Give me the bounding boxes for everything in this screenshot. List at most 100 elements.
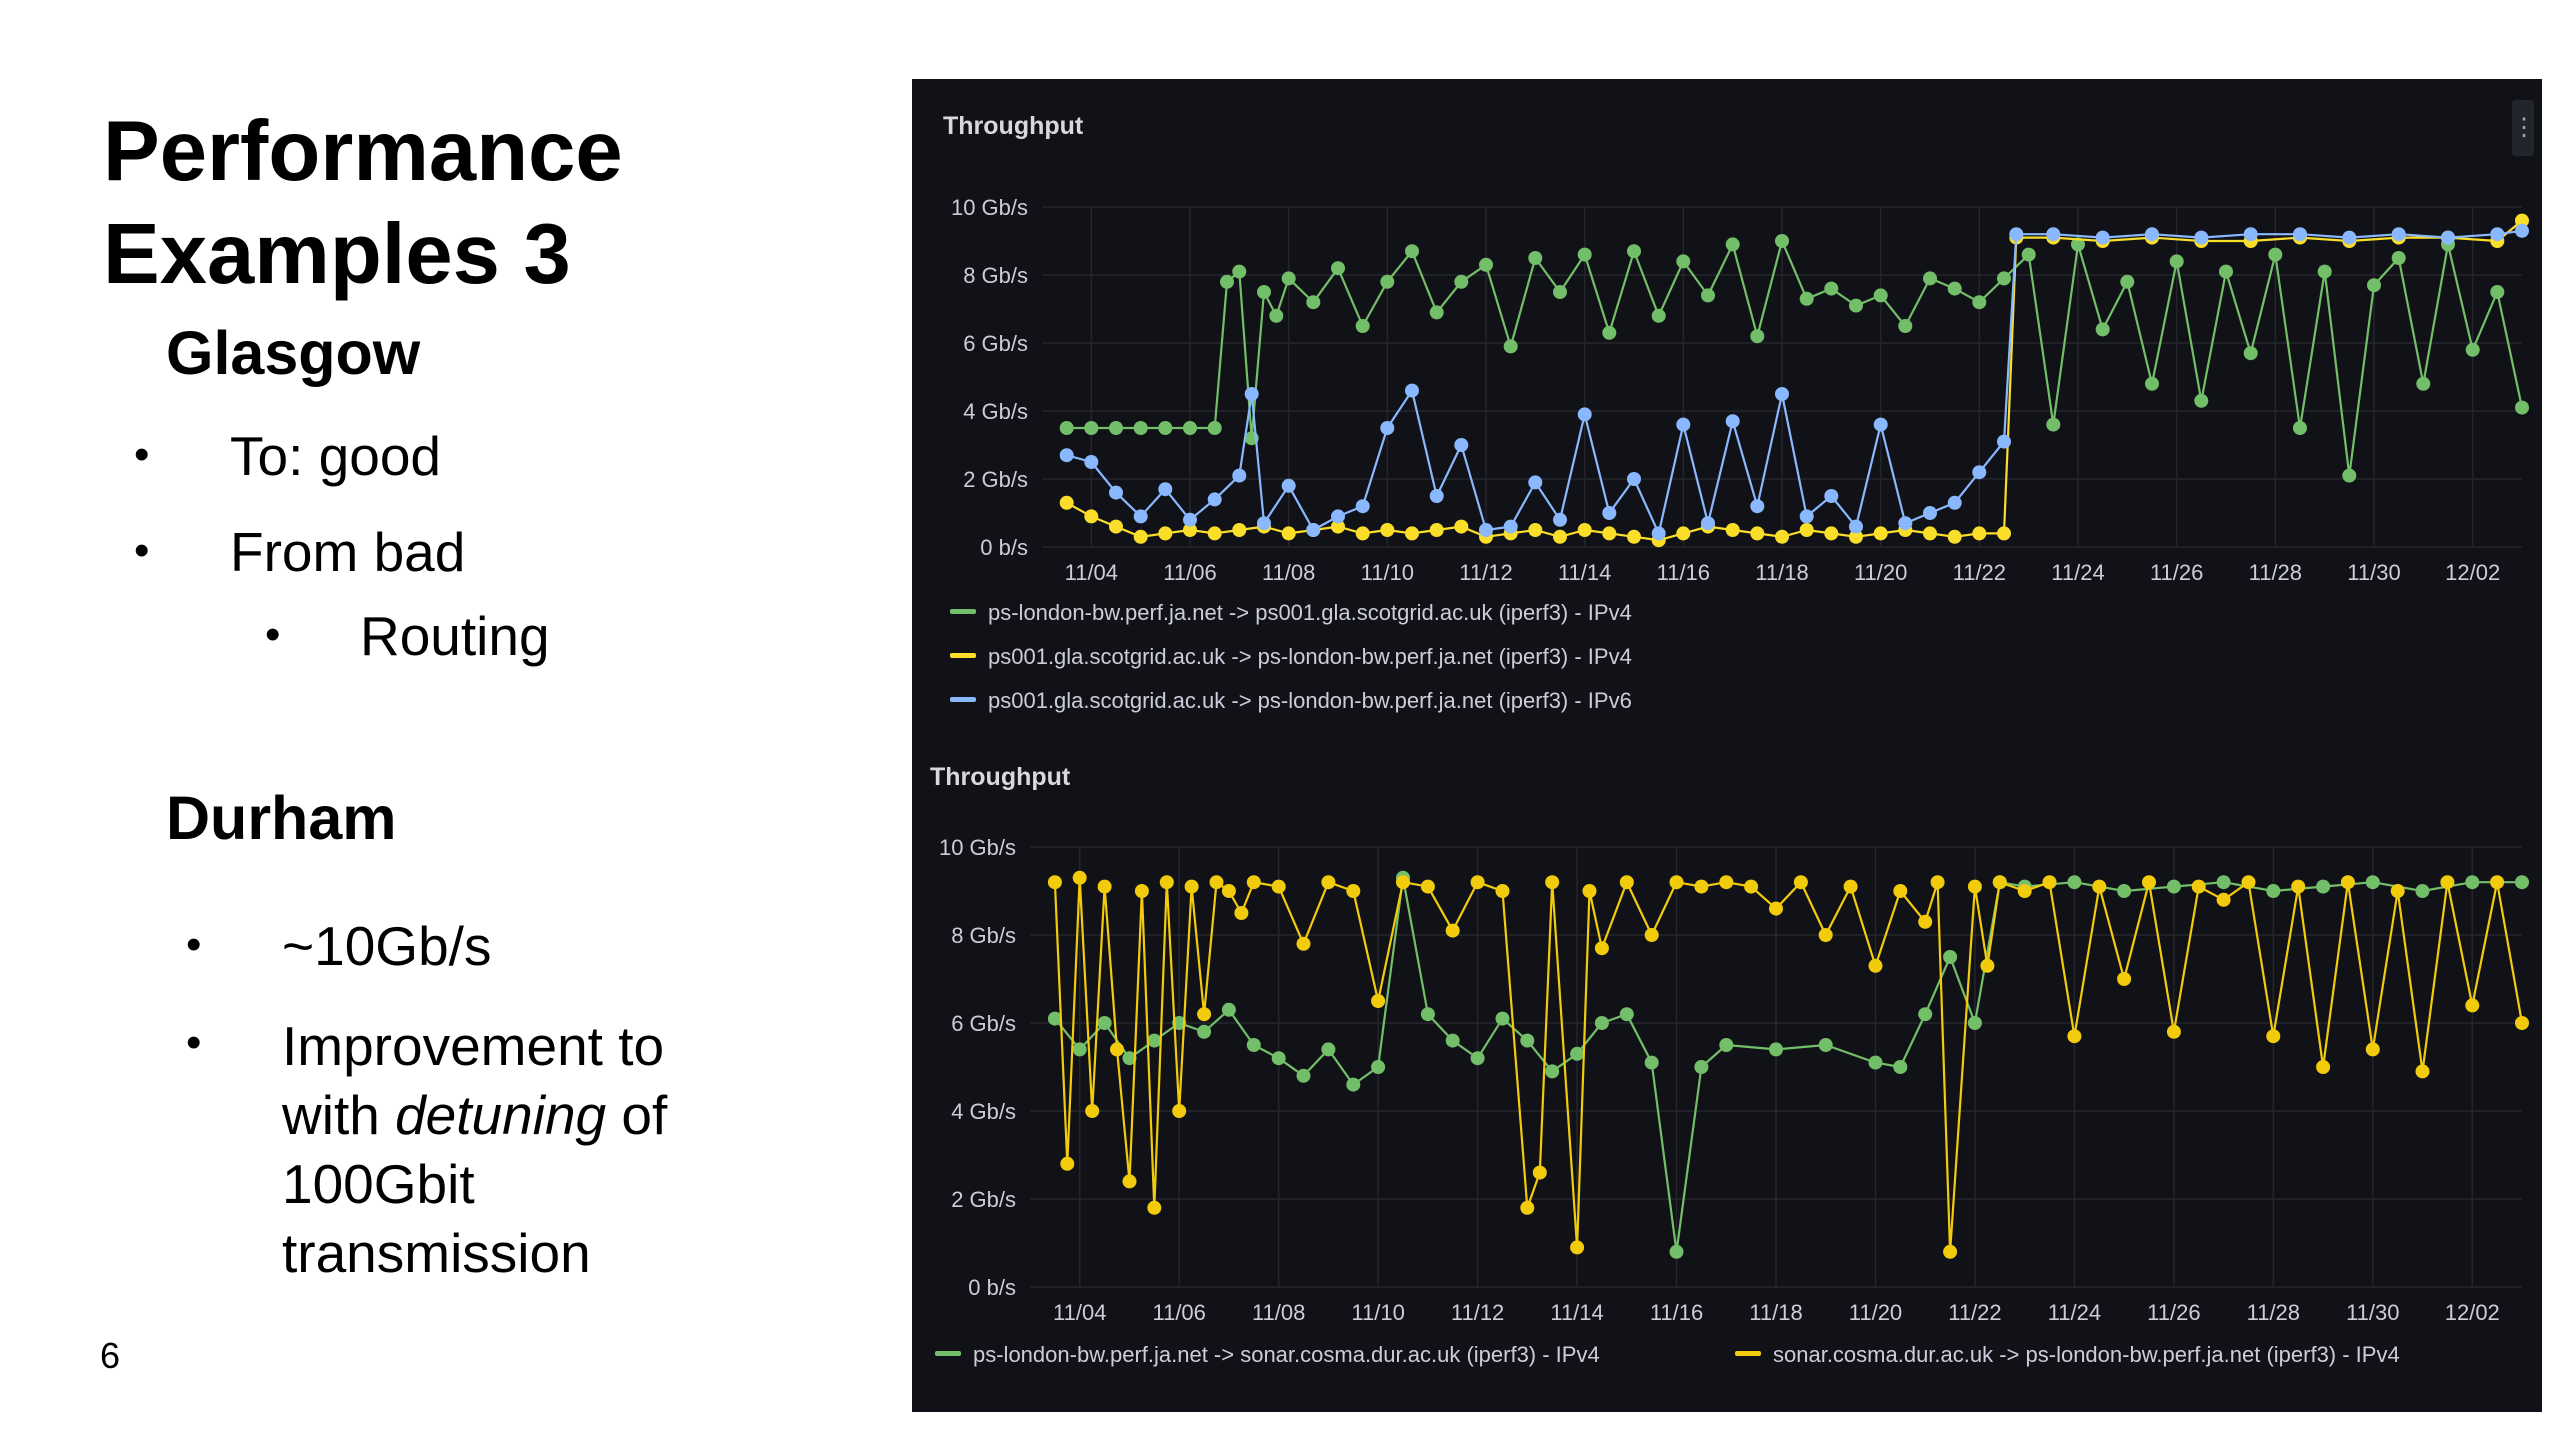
x-tick-label: 11/06 (1152, 1300, 1205, 1325)
bullet: • (134, 526, 150, 575)
data-point (2145, 376, 2159, 391)
data-point (1553, 285, 1567, 299)
data-point (1644, 928, 1659, 942)
x-tick-label: 11/08 (1252, 1300, 1305, 1325)
data-point (1719, 875, 1734, 890)
data-point (1520, 1200, 1535, 1215)
data-point (1257, 285, 1271, 299)
data-point (1097, 879, 1112, 894)
data-point (1849, 298, 1863, 313)
data-point (1059, 448, 1074, 463)
x-tick-label: 11/24 (2051, 560, 2104, 585)
slide-title-line2: Examples 3 (103, 207, 571, 302)
data-point (1651, 526, 1666, 541)
data-point (1553, 512, 1567, 527)
data-point (1602, 526, 1617, 541)
data-point (1943, 1244, 1958, 1259)
data-point (1122, 1174, 1137, 1189)
data-point (2071, 237, 2085, 252)
series-1 (1059, 234, 2529, 483)
data-point (1197, 1024, 1212, 1039)
data-point (1133, 529, 1148, 544)
data-point (2293, 421, 2307, 435)
data-point (1269, 308, 1284, 323)
data-point (1775, 387, 1789, 401)
data-point (1532, 1165, 1547, 1180)
data-point (2291, 879, 2306, 894)
data-point (1331, 261, 1345, 276)
data-point (1619, 1007, 1634, 1022)
data-point (1060, 1156, 1075, 1171)
data-point (1296, 936, 1311, 951)
data-point (1997, 526, 2011, 541)
data-point (2316, 1060, 2331, 1074)
x-tick-label: 11/04 (1053, 1300, 1106, 1325)
legend-swatch (950, 653, 976, 658)
data-point (2416, 376, 2431, 391)
data-point (1331, 519, 1345, 534)
y-tick-label: 6 Gb/s (951, 1011, 1016, 1036)
data-point (1775, 529, 1789, 544)
data-point (1281, 271, 1296, 286)
data-point (1669, 1244, 1684, 1259)
data-point (1701, 288, 1715, 303)
data-point (2515, 1016, 2529, 1030)
data-point (2441, 230, 2455, 245)
durham-bullet-improvement: Improvement to with detuning of 100Gbit … (282, 1012, 667, 1288)
data-point (1503, 519, 1518, 534)
data-point (1059, 495, 1074, 510)
data-point (1627, 529, 1641, 544)
data-point (2169, 254, 2184, 269)
data-point (2365, 875, 2380, 890)
data-point (2095, 230, 2110, 245)
durham-bullet-speed: ~10Gb/s (282, 915, 492, 977)
data-point (1084, 421, 1099, 435)
data-point (1097, 1016, 1112, 1030)
data-point (2490, 227, 2505, 242)
data-point (1799, 291, 1814, 306)
data-point (2391, 251, 2406, 265)
data-point (1769, 1042, 1783, 1057)
data-point (2046, 417, 2061, 432)
data-point (1454, 519, 1469, 534)
data-point (1134, 884, 1149, 898)
improvement-line2-a: with (282, 1084, 396, 1146)
data-point (1355, 319, 1370, 333)
data-point (1972, 295, 1987, 310)
x-tick-label: 11/28 (2249, 560, 2302, 585)
data-point (1321, 1042, 1336, 1057)
durham-heading: Durham (166, 784, 397, 852)
data-point (2342, 230, 2357, 245)
x-tick-label: 11/26 (2150, 560, 2203, 585)
data-point (2219, 264, 2233, 279)
data-point (1321, 875, 1336, 890)
data-point (1479, 523, 1493, 537)
data-point (1868, 958, 1883, 973)
y-tick-label: 8 Gb/s (951, 923, 1016, 948)
glasgow-bullet-to: To: good (230, 425, 442, 487)
data-point (1158, 482, 1173, 497)
panel-menu-icon[interactable]: ⋮ (2512, 100, 2536, 156)
data-point (1405, 244, 1419, 259)
data-point (2117, 972, 2132, 986)
x-tick-label: 11/06 (1163, 560, 1216, 585)
data-point (1331, 509, 1345, 524)
data-point (1470, 875, 1485, 890)
data-point (2194, 393, 2209, 408)
data-point (2515, 223, 2529, 238)
data-point (2490, 285, 2505, 299)
data-point (1694, 1060, 1709, 1074)
data-point (1725, 414, 1740, 429)
x-tick-label: 11/16 (1650, 1300, 1703, 1325)
data-point (1244, 387, 1259, 401)
data-point (1898, 319, 1913, 333)
data-point (1420, 1007, 1435, 1022)
data-point (1396, 875, 1410, 890)
x-tick-label: 11/18 (1749, 1300, 1802, 1325)
x-tick-label: 11/10 (1361, 560, 1414, 585)
data-point (1172, 1104, 1187, 1118)
data-point (1047, 875, 1062, 890)
data-point (1849, 519, 1863, 534)
series-line (1066, 229, 2523, 535)
data-point (1133, 509, 1148, 524)
